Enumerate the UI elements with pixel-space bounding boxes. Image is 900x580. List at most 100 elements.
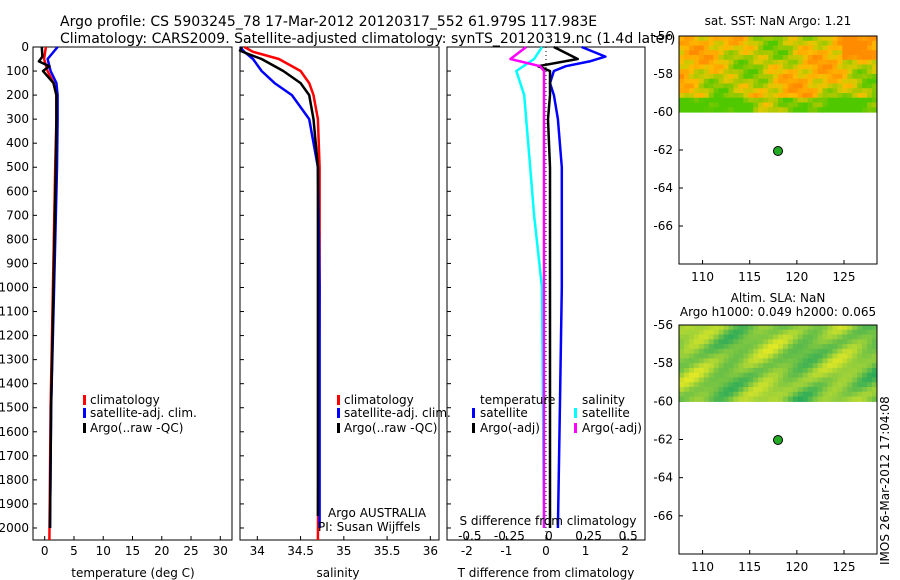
heatmap-cell (817, 45, 824, 51)
heatmap-cell (852, 97, 858, 104)
heatmap-cell (738, 83, 744, 89)
heatmap-cell (698, 344, 705, 350)
heatmap-cell (792, 353, 799, 359)
heatmap-cell (683, 50, 690, 56)
heatmap-cell (733, 74, 739, 80)
heatmap-cell (817, 107, 824, 113)
heatmap-cell (738, 325, 744, 331)
heatmap-cell (768, 339, 774, 345)
series-line (536, 45, 579, 528)
heatmap-cell (758, 93, 764, 99)
heatmap-cell (773, 107, 779, 113)
heatmap-cell (857, 358, 863, 364)
heatmap-cell (802, 50, 809, 56)
heatmap-cell (782, 325, 789, 331)
heatmap-cell (797, 83, 804, 89)
heatmap-cell (862, 36, 868, 42)
heatmap-cell (827, 377, 834, 383)
heatmap-cell (817, 78, 824, 85)
heatmap-cell (847, 36, 853, 42)
heatmap-cell (822, 88, 829, 94)
heatmap-cell (837, 391, 843, 398)
heatmap-cell (812, 45, 819, 51)
temperature-axes (32, 46, 233, 541)
heatmap-cell (832, 83, 838, 89)
heatmap-cell (847, 334, 853, 340)
heatmap-cell (847, 363, 853, 369)
heatmap-cell (743, 372, 749, 379)
heatmap-cell (698, 325, 705, 331)
heatmap-cell (679, 93, 685, 99)
heatmap-cell (778, 78, 784, 85)
heatmap-cell (733, 372, 739, 379)
heatmap-cell (827, 372, 834, 379)
heatmap-cell (683, 353, 690, 359)
heatmap-cell (713, 334, 720, 340)
heatmap-cell (867, 40, 873, 47)
heatmap-cell (773, 50, 779, 56)
heatmap-cell (698, 382, 705, 388)
heatmap-cell (832, 367, 838, 374)
heatmap-cell (738, 69, 744, 75)
heatmap-cell (857, 78, 863, 85)
heatmap-cell (708, 387, 715, 393)
heatmap-cell (768, 88, 774, 94)
heatmap-cell (733, 367, 739, 374)
heatmap-cell (683, 377, 690, 383)
x-tick-label: 35.5 (374, 544, 401, 558)
heatmap-cell (733, 69, 739, 75)
heatmap-cell (862, 102, 868, 108)
heatmap-cell (733, 50, 739, 56)
heatmap-cell (852, 88, 858, 94)
heatmap-cell (802, 36, 809, 42)
heatmap-cell (862, 344, 868, 350)
heatmap-cell (693, 59, 700, 66)
heatmap-cell (867, 339, 873, 345)
heatmap-cell (679, 348, 685, 355)
heatmap-cell (743, 83, 749, 89)
heatmap-cell (708, 83, 715, 89)
heatmap-cell (733, 88, 739, 94)
heatmap-cell (872, 78, 877, 85)
legend-label: climatology (90, 393, 160, 407)
heatmap-cell (852, 55, 858, 61)
header-line-1: Argo profile: CS 5903245_78 17-Mar-2012 … (60, 14, 597, 30)
heatmap-cell (807, 372, 814, 379)
heatmap-cell (733, 391, 739, 398)
heatmap-cell (827, 40, 834, 47)
heatmap-cell (797, 334, 804, 340)
heatmap-cell (837, 382, 843, 388)
x-tick-label: 2 (621, 544, 629, 558)
heatmap-cell (693, 69, 700, 75)
heatmap-cell (733, 45, 739, 51)
heatmap-cell (688, 353, 695, 359)
heatmap-cell (773, 363, 779, 369)
heatmap-cell (753, 363, 759, 369)
heatmap-cell (728, 358, 735, 364)
heatmap-cell (703, 358, 710, 364)
heatmap-cell (797, 339, 804, 345)
heatmap-cell (683, 358, 690, 364)
heatmap-cell (852, 59, 858, 66)
legend-label: satellite-adj. clim. (344, 406, 451, 420)
y-tick-label: 300 (6, 112, 29, 126)
heatmap-cell (773, 387, 779, 393)
heatmap-cell (713, 59, 720, 66)
heatmap-cell (827, 344, 834, 350)
heatmap-cell (822, 377, 829, 383)
heatmap-cell (807, 93, 814, 99)
heatmap-cell (837, 93, 843, 99)
heatmap-cell (787, 372, 794, 379)
heatmap-cell (748, 102, 754, 108)
heatmap-cell (837, 334, 843, 340)
heatmap-cell (679, 325, 685, 331)
heatmap-cell (832, 344, 838, 350)
heatmap-cell (723, 45, 730, 51)
heatmap-cell (718, 107, 725, 113)
heatmap-cell (728, 334, 735, 340)
heatmap-cell (703, 55, 710, 61)
heatmap-cell (778, 102, 784, 108)
heatmap-cell (743, 334, 749, 340)
heatmap-cell (679, 353, 685, 359)
heatmap-cell (713, 69, 720, 75)
